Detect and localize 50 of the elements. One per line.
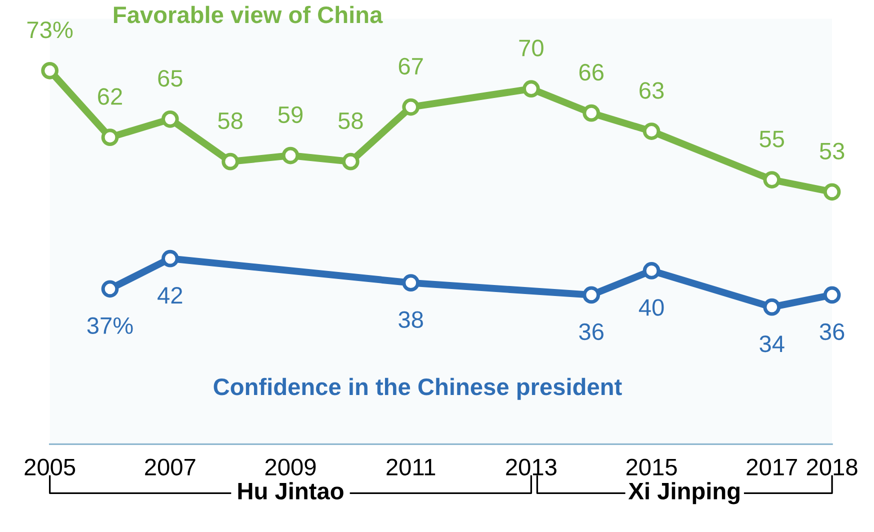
data-label: 38 bbox=[398, 311, 423, 328]
data-label: 36 bbox=[820, 323, 844, 340]
point bbox=[823, 183, 841, 201]
x-tick-label: 2011 bbox=[386, 458, 436, 476]
data-label: 42 bbox=[158, 286, 182, 304]
point bbox=[41, 62, 58, 80]
data-label: 73% bbox=[27, 21, 73, 38]
x-tick-label: 2007 bbox=[145, 458, 196, 476]
point bbox=[161, 250, 179, 268]
data-label: 58 bbox=[218, 112, 242, 130]
point bbox=[582, 286, 600, 304]
point bbox=[282, 146, 300, 164]
x-tick-label: 2015 bbox=[626, 458, 677, 476]
data-label: 55 bbox=[760, 130, 784, 148]
data-label: 37% bbox=[87, 317, 133, 334]
data-label: 53 bbox=[820, 142, 844, 160]
data-label: 59 bbox=[278, 106, 303, 124]
point bbox=[342, 152, 360, 170]
x-tick-label: 2018 bbox=[806, 458, 858, 476]
point bbox=[402, 98, 420, 116]
data-label: 62 bbox=[98, 88, 122, 105]
x-tick-label: 2009 bbox=[265, 458, 316, 476]
x-tick-label: 2013 bbox=[506, 458, 556, 476]
point bbox=[222, 152, 240, 170]
band-label: Xi Jinping bbox=[628, 482, 740, 504]
data-label: 58 bbox=[338, 112, 363, 130]
data-label: 34 bbox=[760, 335, 784, 352]
band-label: Hu Jintao bbox=[238, 482, 344, 500]
data-label: 36 bbox=[579, 323, 604, 340]
point bbox=[763, 171, 781, 188]
point bbox=[161, 110, 179, 128]
point bbox=[642, 262, 660, 280]
data-label: 66 bbox=[579, 64, 604, 81]
point bbox=[642, 122, 660, 140]
point bbox=[101, 128, 119, 146]
x-tick-label: 2017 bbox=[746, 458, 797, 476]
data-label: 63 bbox=[640, 82, 664, 99]
point bbox=[101, 280, 119, 298]
data-label: 67 bbox=[398, 58, 423, 75]
point bbox=[522, 80, 540, 98]
point bbox=[402, 274, 420, 292]
point bbox=[823, 286, 841, 304]
point bbox=[763, 298, 781, 316]
data-label: 65 bbox=[158, 70, 182, 87]
text: Favorable view of China bbox=[114, 6, 383, 24]
text: Confidence in the Chinese president bbox=[214, 378, 622, 400]
point bbox=[582, 104, 600, 122]
data-label: 40 bbox=[638, 299, 664, 316]
data-label: 70 bbox=[519, 40, 544, 56]
x-tick-label: 2005 bbox=[24, 458, 76, 476]
